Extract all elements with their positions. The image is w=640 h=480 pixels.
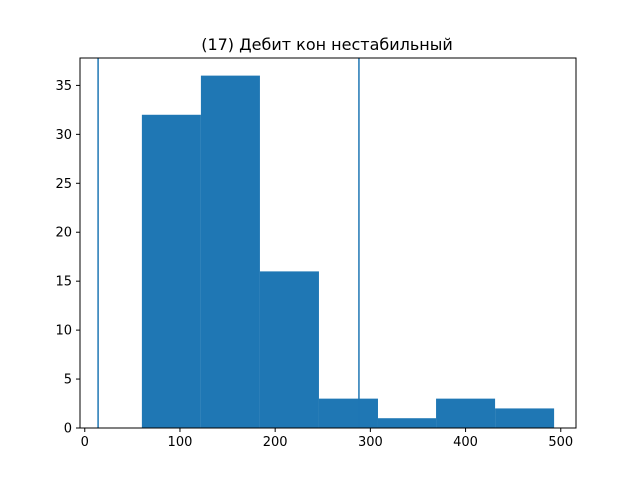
x-tick-label-500: 500 (548, 435, 573, 450)
x-tick-label-200: 200 (263, 435, 288, 450)
chart-title: (17) Дебит кон нестабильный (201, 35, 453, 54)
histogram-bar-1 (141, 114, 201, 428)
histogram-bar-7 (495, 408, 555, 428)
plot-area: 0 100 200 300 400 500 0 5 10 15 20 25 30 35 (55, 57, 577, 450)
y-tick-label-15: 15 (55, 275, 72, 290)
y-tick-label-25: 25 (55, 177, 72, 192)
histogram-bar-6 (436, 398, 496, 428)
histogram-bar-2 (200, 75, 260, 428)
histogram-bar-4 (318, 398, 378, 428)
histogram-bar-3 (259, 271, 319, 428)
histogram-bar-5 (377, 418, 437, 428)
y-tick-label-5: 5 (64, 373, 72, 388)
y-tick-label-35: 35 (55, 79, 72, 94)
x-tick-label-400: 400 (453, 435, 478, 450)
x-tick-label-300: 300 (358, 435, 383, 450)
y-tick-label-20: 20 (55, 226, 72, 241)
y-tick-label-0: 0 (64, 422, 72, 437)
axes-frame (79, 57, 577, 429)
x-tick-label-100: 100 (168, 435, 193, 450)
y-tick-label-10: 10 (55, 324, 72, 339)
y-tick-label-30: 30 (55, 128, 72, 143)
x-tick-label-0: 0 (81, 435, 89, 450)
